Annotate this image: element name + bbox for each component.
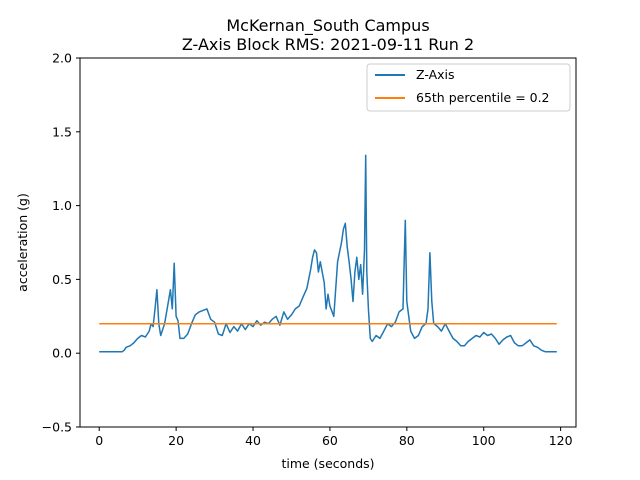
axis-ticks: 0 20 40 60 80 100 120 −0.5 0.0 0.5 1.0 1.5 2.0 [42,51,573,449]
y-tick-label: 1.0 [52,198,72,213]
y-tick-label: 1.5 [52,124,72,139]
x-tick-label: 120 [549,433,573,448]
x-tick-label: 20 [168,433,184,448]
series-line-z-axis [99,154,557,353]
axes-frame [79,57,577,428]
y-axis-label: acceleration (g) [15,193,30,292]
legend-label-z-axis: Z-Axis [416,67,455,82]
y-tick-label: 0.5 [52,272,72,287]
chart-title: McKernan_South Campus [226,16,429,36]
legend: Z-Axis 65th percentile = 0.2 [366,63,571,112]
chart-subtitle: Z-Axis Block RMS: 2021-09-11 Run 2 [182,35,474,54]
x-tick-label: 100 [472,433,496,448]
x-axis-label: time (seconds) [281,456,374,471]
x-tick-label: 80 [399,433,415,448]
x-tick-label: 0 [95,433,103,448]
plot-area [99,154,557,353]
y-tick-label: 0.0 [52,346,72,361]
legend-box [366,63,571,112]
y-tick-label: 2.0 [52,51,72,66]
legend-label-percentile: 65th percentile = 0.2 [416,90,550,105]
y-tick-label: −0.5 [42,420,72,435]
x-tick-label: 60 [322,433,338,448]
x-tick-label: 40 [245,433,261,448]
